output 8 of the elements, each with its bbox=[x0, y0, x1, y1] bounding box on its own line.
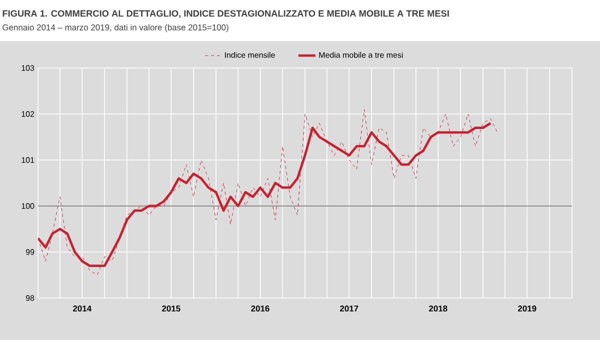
x-tick-label: 2017 bbox=[340, 306, 358, 312]
x-tick-label: 2015 bbox=[162, 306, 180, 312]
x-tick-label: 2016 bbox=[251, 306, 270, 312]
x-tick-label: 2019 bbox=[518, 306, 536, 312]
chart-subtitle: Gennaio 2014 – marzo 2019, dati in valore (base 2015=100) bbox=[2, 24, 228, 32]
x-tick-label: 2018 bbox=[429, 306, 448, 312]
x-tick-label: 2014 bbox=[73, 306, 92, 312]
chart-title: FIGURA 1. COMMERCIO AL DETTAGLIO, INDICE DESTAGIONALIZZATO E MEDIA MOBILE A TRE MESI bbox=[2, 10, 449, 18]
